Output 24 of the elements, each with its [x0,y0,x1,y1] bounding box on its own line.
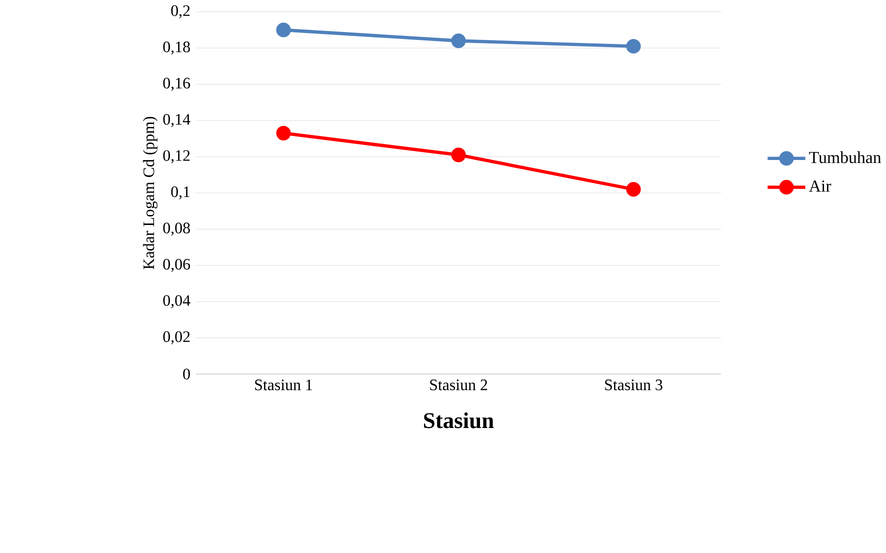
legend-label: Tumbuhan [809,151,882,164]
point [451,147,466,162]
y-tick-label: 0 [183,368,190,380]
y-axis-title: Kadar Logam Cd (ppm) [142,116,158,270]
y-tick-label: 0,2 [171,5,190,18]
y-tick-label: 0,16 [163,78,190,91]
x-axis-title: Stasiun [424,412,494,428]
y-tick-label: 0,1 [171,186,190,200]
legend-label: Air [808,180,832,192]
point [626,38,641,54]
x-tick-label: Stasiun 3 [605,379,662,390]
x-tick-label: Stasiun 2 [430,379,488,390]
y-tick-label: 0,12 [163,150,190,164]
y-tick-label: 0,18 [163,41,190,54]
point [276,126,291,140]
x-tick-label: Stasiun 1 [255,379,312,390]
y-tick-label: 0,02 [163,331,190,344]
y-tick-label: 0,04 [163,294,190,308]
y-tick-label: 0,14 [163,114,190,127]
point [276,22,291,38]
y-tick-label: 0,06 [163,258,190,272]
point [626,182,641,196]
point [451,33,466,48]
y-tick-label: 0,08 [163,222,190,236]
